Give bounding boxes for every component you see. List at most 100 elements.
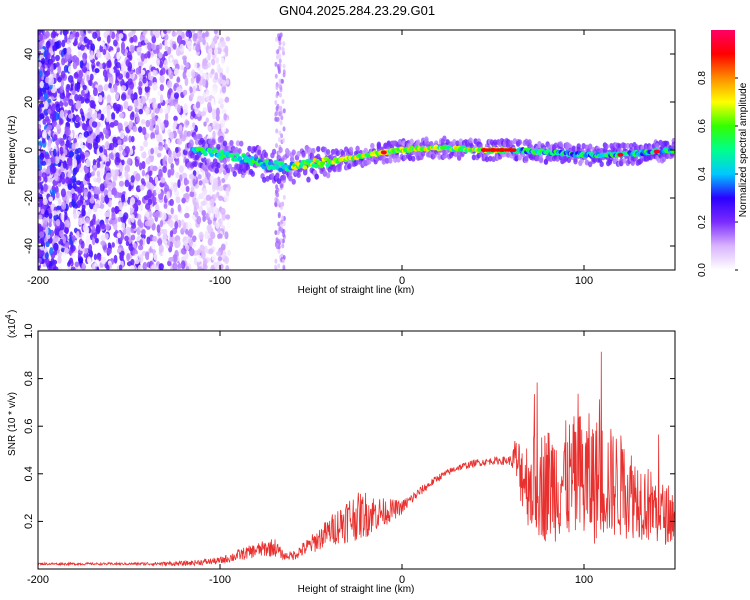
spectrogram-noise-speck — [126, 253, 131, 262]
spectrogram-noise-speck — [185, 185, 190, 193]
spectrogram-noise-speck — [166, 208, 171, 214]
spectrogram-noise-speck — [100, 256, 107, 265]
spectrogram-ridge-halo — [628, 142, 634, 149]
spectrogram-noise-speck — [185, 266, 190, 270]
spectrogram-noise-speck — [169, 234, 174, 244]
spectrogram-noise-speck — [196, 30, 202, 40]
spectrogram-y-tick-label: -20 — [23, 190, 35, 206]
spectrogram-stripe-speck — [281, 215, 285, 221]
spectrogram-noise-speck — [65, 139, 70, 146]
spectrogram-noise-speck — [108, 153, 114, 159]
spectrogram-ridge-halo — [386, 140, 391, 147]
snr-y-axis: 0.2 0.4 0.6 0.8 1.0 — [23, 323, 675, 529]
spectrogram-noise-speck — [103, 85, 108, 91]
spectrogram-noise-speck — [197, 266, 203, 270]
spectrogram-ridge-halo — [306, 176, 311, 183]
spectrogram-noise-speck — [105, 223, 110, 231]
spectrogram-noise-speck — [151, 116, 156, 126]
spectrogram-noise-speck — [148, 210, 153, 219]
spectrogram-noise-speck — [43, 183, 48, 193]
spectrogram-noise-speck — [137, 264, 143, 270]
spectrogram-noise-speck — [71, 235, 76, 243]
spectrogram-noise-speck — [142, 126, 147, 136]
spectrogram-noise-speck — [165, 112, 169, 121]
spectrogram-noise-speck — [78, 70, 84, 79]
spectrogram-ridge-halo — [587, 161, 593, 168]
spectrogram-ridge-halo — [566, 157, 572, 164]
spectrogram-noise-speck — [61, 177, 66, 185]
spectrogram-noise-speck — [93, 193, 99, 200]
snr-exponent-power: 4 — [4, 314, 13, 319]
spectrogram-noise-speck — [212, 206, 219, 215]
spectrogram-noise-speck — [171, 227, 178, 235]
spectrogram-ridge-cell — [209, 152, 215, 158]
spectrogram-stripe-speck — [277, 263, 281, 269]
spectrogram-noise-speck — [135, 67, 141, 75]
spectrogram-stripe-speck — [276, 49, 280, 55]
spectrogram-stripe-speck — [282, 126, 286, 132]
spectrogram-noise-speck — [95, 52, 102, 58]
spectrogram-noise-speck — [217, 130, 221, 138]
spectrogram-noise-speck — [150, 138, 156, 146]
spectrogram-stripe-speck — [274, 189, 278, 195]
spectrogram-noise-speck — [38, 149, 41, 156]
spectrogram-noise-speck — [138, 126, 143, 133]
spectrogram-noise-speck — [155, 204, 160, 211]
spectrogram-ridge-cell — [268, 161, 273, 166]
spectrogram-noise-speck — [86, 38, 90, 46]
spectrogram-noise-speck — [58, 169, 62, 175]
spectrogram-noise-speck — [127, 50, 132, 59]
spectrogram-ridge-halo — [214, 167, 219, 174]
spectrogram-noise-speck — [79, 138, 84, 148]
spectrogram-noise-speck — [158, 145, 164, 151]
spectrogram-noise-speck — [115, 92, 120, 99]
spectrogram-noise-speck — [72, 55, 78, 63]
spectrogram-noise-speck — [192, 195, 196, 205]
spectrogram-noise-speck — [44, 209, 49, 218]
spectrogram-noise-speck — [39, 245, 45, 251]
spectrogram-noise-speck — [74, 93, 79, 102]
spectrogram-ridge-halo — [307, 147, 313, 154]
spectrogram-ridge-halo — [302, 168, 308, 175]
spectrogram-stripe-speck — [277, 211, 281, 217]
spectrogram-noise-speck — [176, 76, 180, 83]
spectrogram-stripe-speck — [275, 184, 279, 190]
spectrogram-noise-speck — [83, 130, 90, 138]
spectrogram-noise-speck — [117, 122, 123, 132]
spectrogram-noise-speck — [76, 231, 80, 240]
spectrogram-noise-speck — [38, 202, 43, 208]
spectrogram-noise-speck — [66, 46, 72, 56]
spectrogram-noise-speck — [158, 52, 163, 59]
spectrogram-noise-speck — [151, 43, 155, 50]
spectrogram-noise-speck — [190, 110, 196, 117]
spectrogram-ridge-halo — [517, 154, 522, 161]
spectrogram-noise-speck — [39, 231, 45, 238]
spectrogram-noise-speck — [61, 253, 66, 262]
spectrogram-noise-speck — [184, 77, 189, 87]
spectrogram-noise-speck — [195, 101, 201, 109]
spectrogram-noise-speck — [50, 252, 56, 259]
spectrogram-noise-speck — [55, 103, 61, 113]
spectrogram-noise-speck — [92, 204, 98, 213]
spectrogram-ridge-halo — [471, 154, 477, 161]
spectrogram-ridge-halo — [271, 148, 277, 155]
spectrogram-noise-speck — [137, 244, 144, 251]
spectrogram-ridge-halo — [587, 143, 593, 150]
spectrogram-noise-speck — [140, 119, 146, 125]
spectrogram-noise-speck — [221, 86, 227, 94]
spectrogram-noise-speck — [134, 158, 140, 167]
spectrogram-noise-speck — [67, 169, 72, 178]
spectrogram-noise-speck — [206, 36, 211, 42]
spectrogram-noise-speck — [62, 236, 67, 244]
spectrogram-ridge-halo — [661, 156, 667, 163]
spectrogram-noise-speck — [189, 191, 195, 198]
spectrogram-noise-speck — [38, 140, 43, 147]
spectrogram-noise-speck — [186, 40, 193, 49]
spectrogram-ridge-halo — [388, 157, 393, 164]
spectrogram-noise-speck — [185, 62, 189, 69]
spectrogram-ridge-halo — [332, 166, 337, 173]
spectrogram-noise-speck — [76, 147, 82, 154]
spectrogram-noise-speck — [192, 122, 196, 128]
spectrogram-noise-speck — [74, 261, 79, 268]
spectrogram-noise-speck — [185, 120, 190, 126]
